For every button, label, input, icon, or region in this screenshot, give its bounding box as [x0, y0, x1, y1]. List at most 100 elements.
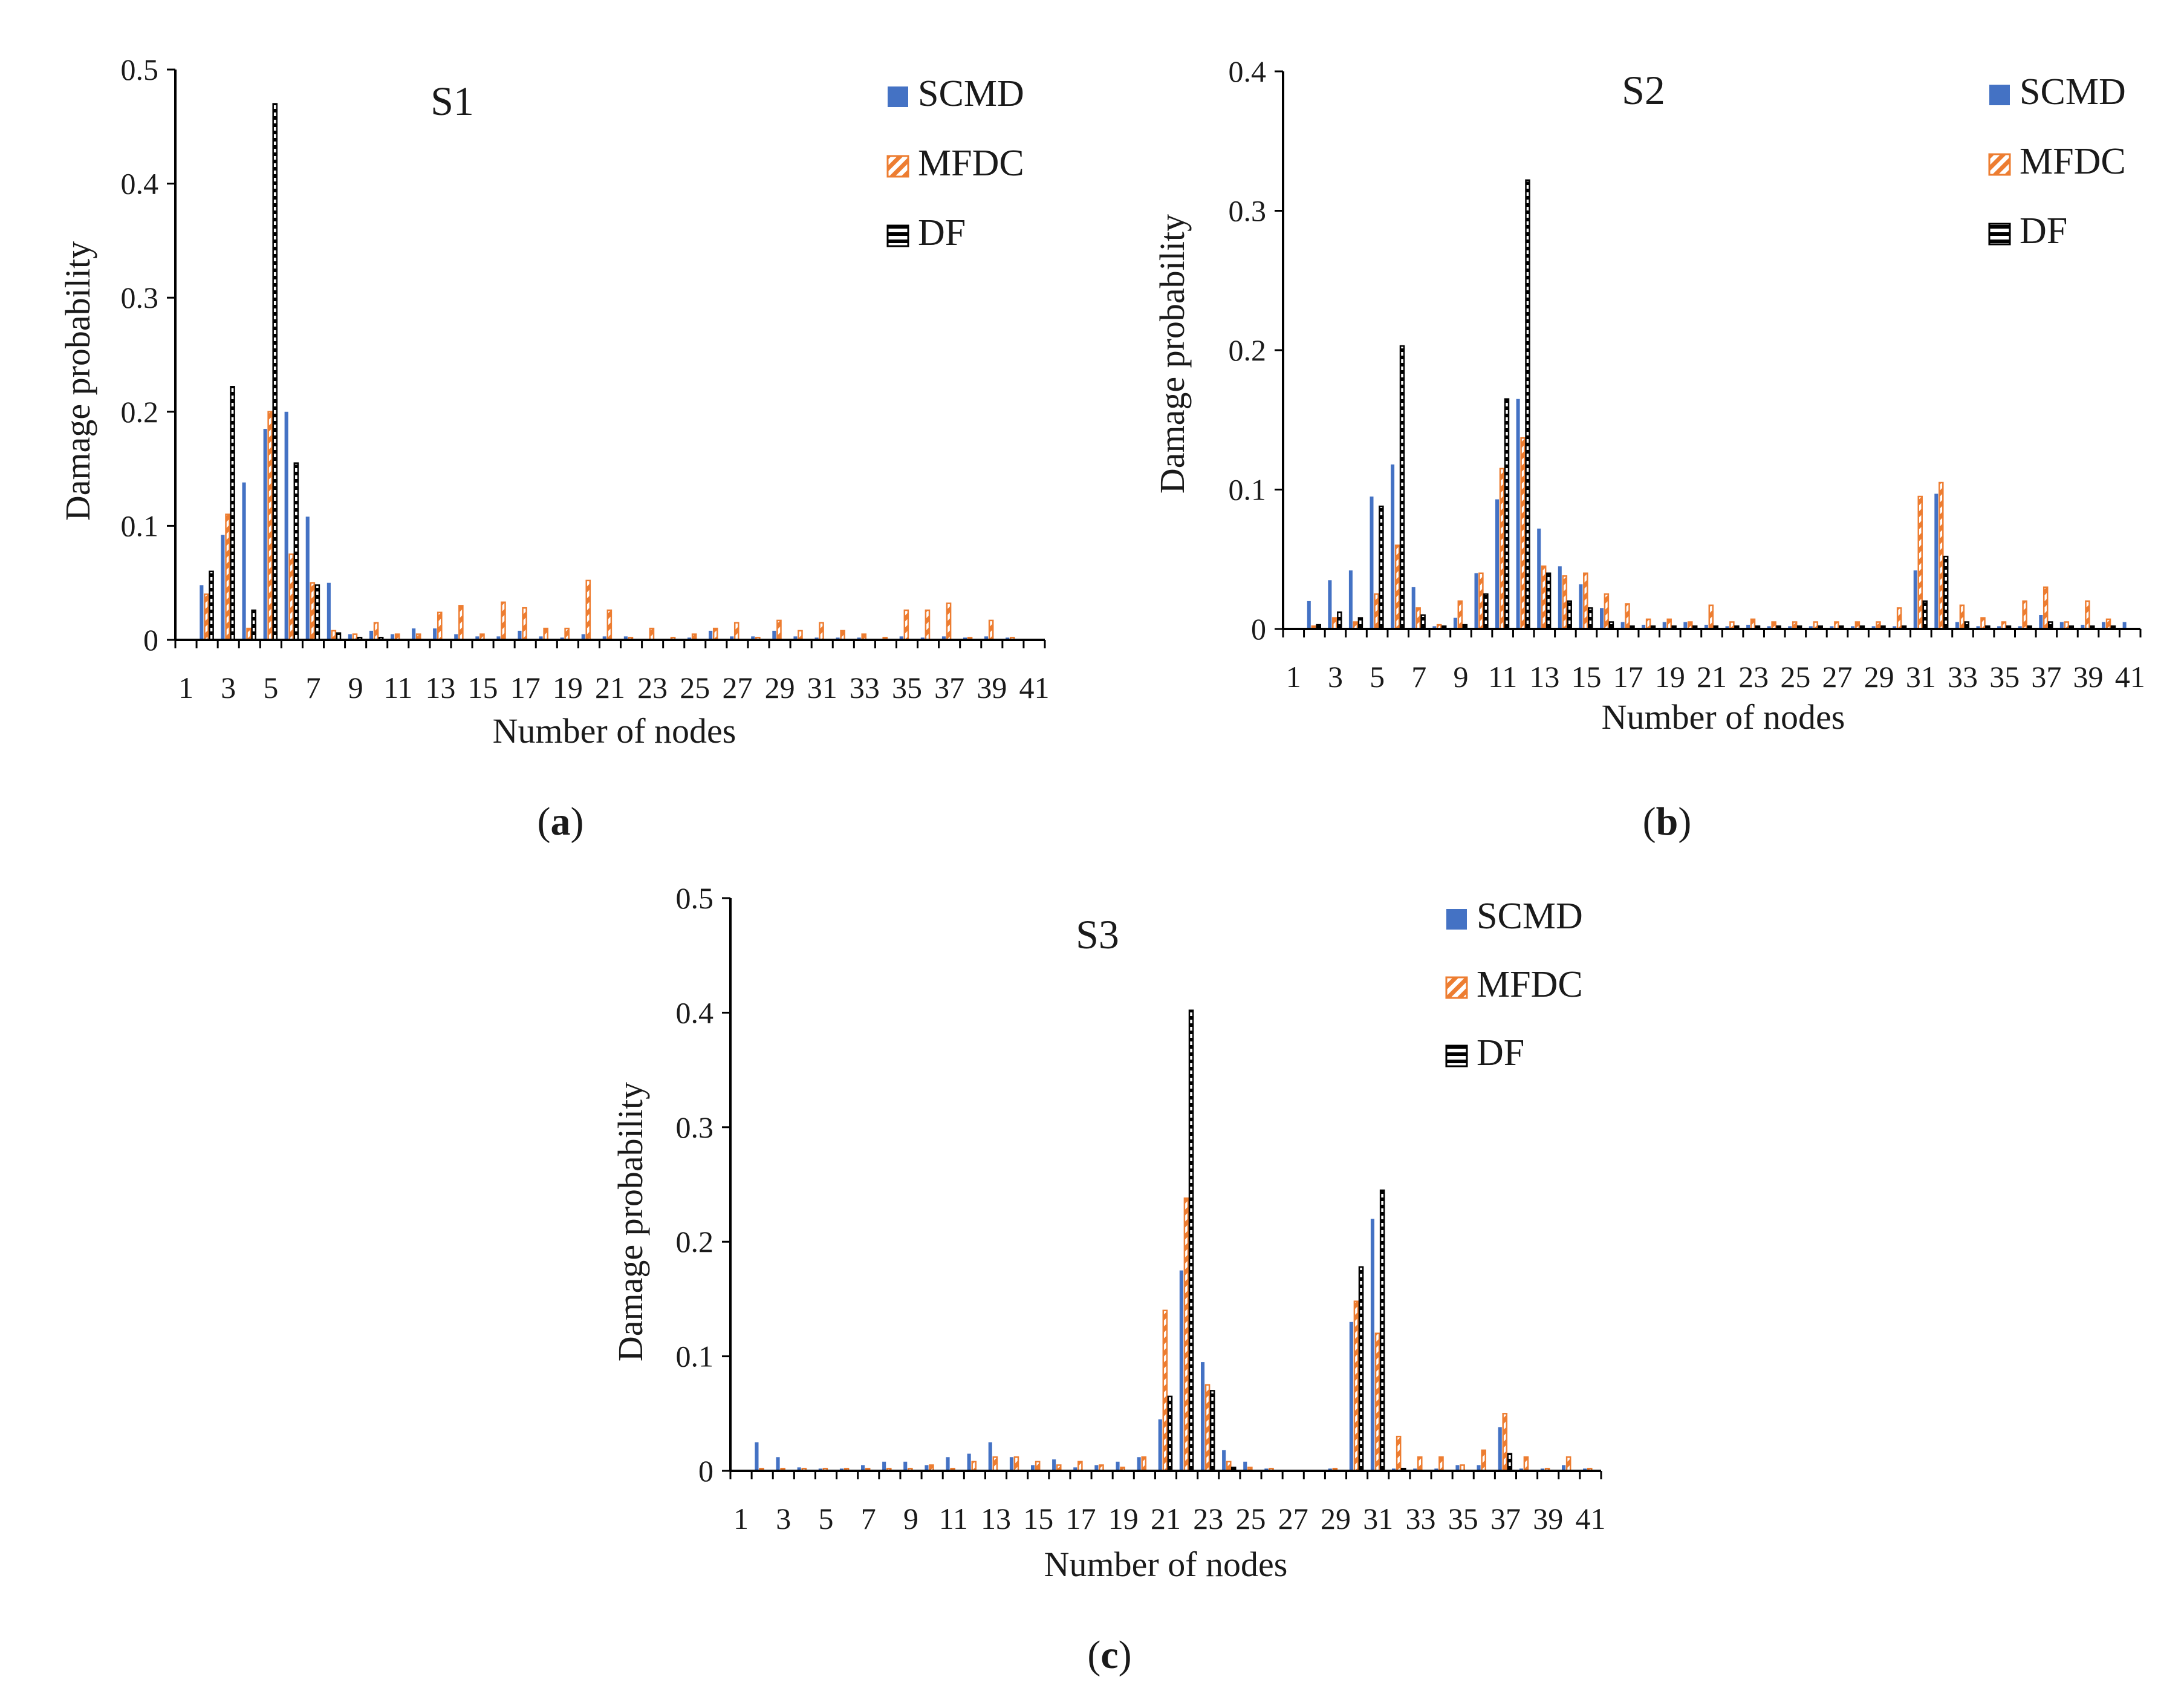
- x-tick-label: 17: [510, 671, 541, 705]
- bar-mfdc-node-13: [992, 1456, 998, 1472]
- panel-caption: (a): [538, 800, 584, 844]
- x-tick-label: 13: [425, 671, 455, 705]
- bar-scmd-node-16: [1052, 1459, 1056, 1471]
- bar-mfdc-node-18: [1645, 618, 1651, 630]
- bar-mfdc-node-33: [1959, 604, 1965, 630]
- panel-caption: (b): [1643, 800, 1692, 844]
- bars: [1307, 179, 2127, 630]
- bar-mfdc-node-5: [1374, 593, 1379, 630]
- bar-df-node-21: [1167, 1395, 1173, 1472]
- legend-swatch-df: [886, 224, 909, 247]
- bar-mfdc-node-7: [310, 582, 316, 641]
- x-tick-label: 21: [595, 671, 625, 705]
- bar-scmd-node-16: [1600, 608, 1604, 629]
- bar-scmd-node-8: [1432, 626, 1437, 629]
- bar-mfdc-node-22: [1183, 1197, 1189, 1472]
- legend-label-df: DF: [918, 212, 966, 253]
- bar-df-node-10: [1483, 593, 1489, 630]
- bar-scmd-node-30: [793, 636, 798, 640]
- x-tick-label: 29: [765, 671, 795, 705]
- bar-scmd-node-9: [348, 634, 352, 640]
- x-tick-label: 33: [1405, 1502, 1435, 1536]
- bar-mfdc-node-21: [1708, 604, 1714, 630]
- x-tick-label: 39: [1533, 1502, 1563, 1536]
- x-tick-label: 25: [1780, 660, 1810, 694]
- bar-scmd-node-20: [581, 634, 585, 640]
- ticks: 00.10.20.30.41 3 5 7 9 11 13 15 17 19 21 23 25 27 29 31…: [1229, 54, 2145, 694]
- bar-scmd-node-39: [2081, 625, 2085, 629]
- x-tick-label: 33: [850, 671, 880, 705]
- legend-label-df: DF: [1477, 1032, 1524, 1074]
- y-tick-label: 0.5: [121, 53, 159, 86]
- legend-swatch-mfdc: [1988, 153, 2011, 176]
- legend-label-scmd: SCMD: [918, 73, 1024, 114]
- x-tick-label: 9: [1453, 660, 1468, 694]
- bar-df-node-22: [1188, 1009, 1194, 1472]
- bar-scmd-node-21: [1704, 625, 1708, 629]
- bar-df-node-32: [1943, 555, 1949, 630]
- bar-scmd-node-29: [1871, 626, 1876, 629]
- bar-df-node-4: [1357, 617, 1363, 630]
- bar-mfdc-node-26: [712, 627, 718, 641]
- bar-mfdc-node-16: [1604, 593, 1610, 630]
- bars: [200, 103, 1015, 641]
- bar-mfdc-node-12: [971, 1461, 977, 1472]
- bar-mfdc-node-36: [925, 609, 931, 641]
- bar-df-node-6: [1399, 345, 1405, 630]
- legend-swatch-scmd: [1989, 85, 2010, 105]
- legend-swatch-mfdc: [886, 155, 909, 178]
- bar-mfdc-node-32: [1939, 481, 1944, 630]
- y-tick-label: 0.1: [1229, 473, 1267, 507]
- x-tick-label: 11: [1488, 660, 1517, 694]
- bar-mfdc-node-29: [776, 619, 782, 641]
- x-tick-label: 31: [1363, 1502, 1393, 1536]
- bar-mfdc-node-8: [331, 630, 337, 641]
- bar-scmd-node-12: [1516, 399, 1520, 629]
- bar-scmd-node-19: [1662, 622, 1666, 629]
- legend: SCMD MFDC DF: [1445, 896, 1583, 1074]
- bar-scmd-node-20: [1137, 1457, 1141, 1471]
- bar-scmd-node-39: [984, 636, 989, 640]
- bar-scmd-node-18: [1094, 1465, 1099, 1471]
- y-tick-label: 0.4: [676, 995, 714, 1029]
- bar-mfdc-node-23: [1750, 618, 1756, 630]
- x-tick-label: 41: [1575, 1502, 1605, 1536]
- x-tick-label: 5: [263, 671, 278, 705]
- x-axis-label: Number of nodes: [493, 711, 736, 751]
- x-tick-label: 21: [1697, 660, 1727, 694]
- y-axis-label: Damage probability: [611, 1082, 650, 1361]
- bar-df-node-30: [1358, 1266, 1364, 1472]
- bar-scmd-node-13: [1537, 529, 1541, 629]
- chart-title: S1: [431, 78, 474, 124]
- bar-scmd-node-15: [1579, 584, 1583, 629]
- bar-df-node-7: [1420, 614, 1426, 630]
- bar-mfdc-node-36: [1481, 1449, 1486, 1472]
- bar-scmd-node-2: [755, 1442, 759, 1471]
- x-tick-label: 11: [383, 671, 412, 705]
- bar-scmd-node-6: [1391, 464, 1395, 629]
- x-tick-label: 25: [680, 671, 710, 705]
- bar-mfdc-node-14: [1013, 1456, 1019, 1472]
- bar-mfdc-node-40: [2105, 618, 2111, 630]
- legend-swatch-df: [1445, 1044, 1468, 1067]
- x-tick-label: 5: [1370, 660, 1385, 694]
- bar-mfdc-node-32: [1396, 1435, 1402, 1472]
- x-tick-label: 35: [1989, 660, 2020, 694]
- bar-scmd-node-12: [412, 628, 416, 640]
- x-tick-label: 17: [1613, 660, 1643, 694]
- bar-mfdc-node-4: [246, 627, 252, 641]
- bar-mfdc-node-14: [1562, 575, 1568, 630]
- bar-mfdc-node-23: [1204, 1384, 1211, 1472]
- bar-mfdc-node-19: [1666, 618, 1672, 630]
- bar-df-node-15: [1588, 607, 1593, 630]
- bar-scmd-node-30: [1349, 1321, 1353, 1471]
- x-tick-label: 39: [2073, 660, 2104, 694]
- bar-scmd-node-13: [988, 1442, 992, 1471]
- bar-mfdc-node-17: [1077, 1461, 1083, 1472]
- bar-mfdc-node-21: [606, 609, 613, 641]
- y-tick-label: 0.2: [1229, 333, 1267, 367]
- bar-mfdc-node-3: [1332, 617, 1337, 630]
- x-tick-label: 35: [892, 671, 922, 705]
- bar-mfdc-node-10: [1478, 572, 1484, 630]
- bar-scmd-node-37: [941, 636, 946, 640]
